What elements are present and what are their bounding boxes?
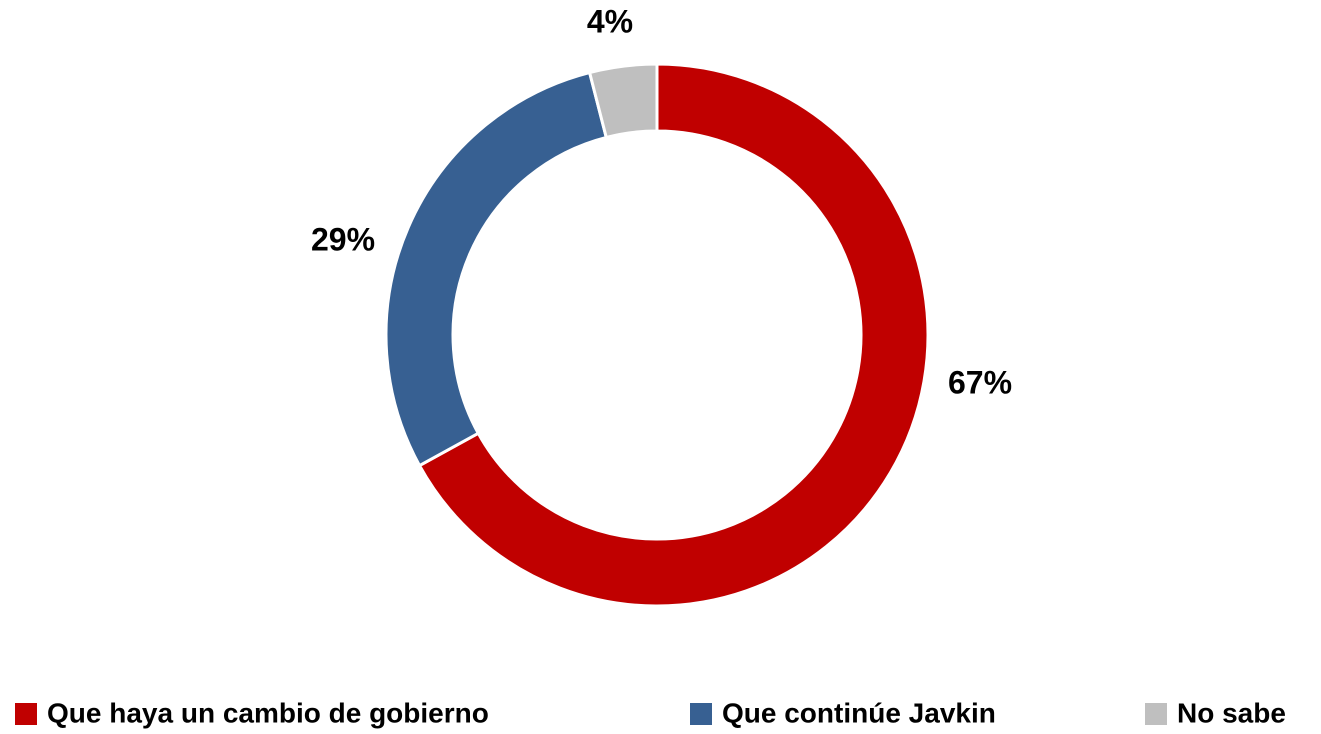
data-label: 67% bbox=[948, 364, 1012, 400]
donut-slice bbox=[587, 62, 659, 140]
legend-label: Que continúe Javkin bbox=[722, 697, 996, 728]
data-label: 4% bbox=[587, 3, 633, 39]
donut-slice bbox=[384, 70, 609, 468]
legend-label: Que haya un cambio de gobierno bbox=[47, 697, 489, 728]
legend-swatch bbox=[15, 703, 37, 725]
data-label: 29% bbox=[311, 221, 375, 257]
donut-slice bbox=[417, 62, 930, 608]
legend-label: No sabe bbox=[1177, 697, 1286, 728]
legend-swatch bbox=[690, 703, 712, 725]
legend-swatch bbox=[1145, 703, 1167, 725]
